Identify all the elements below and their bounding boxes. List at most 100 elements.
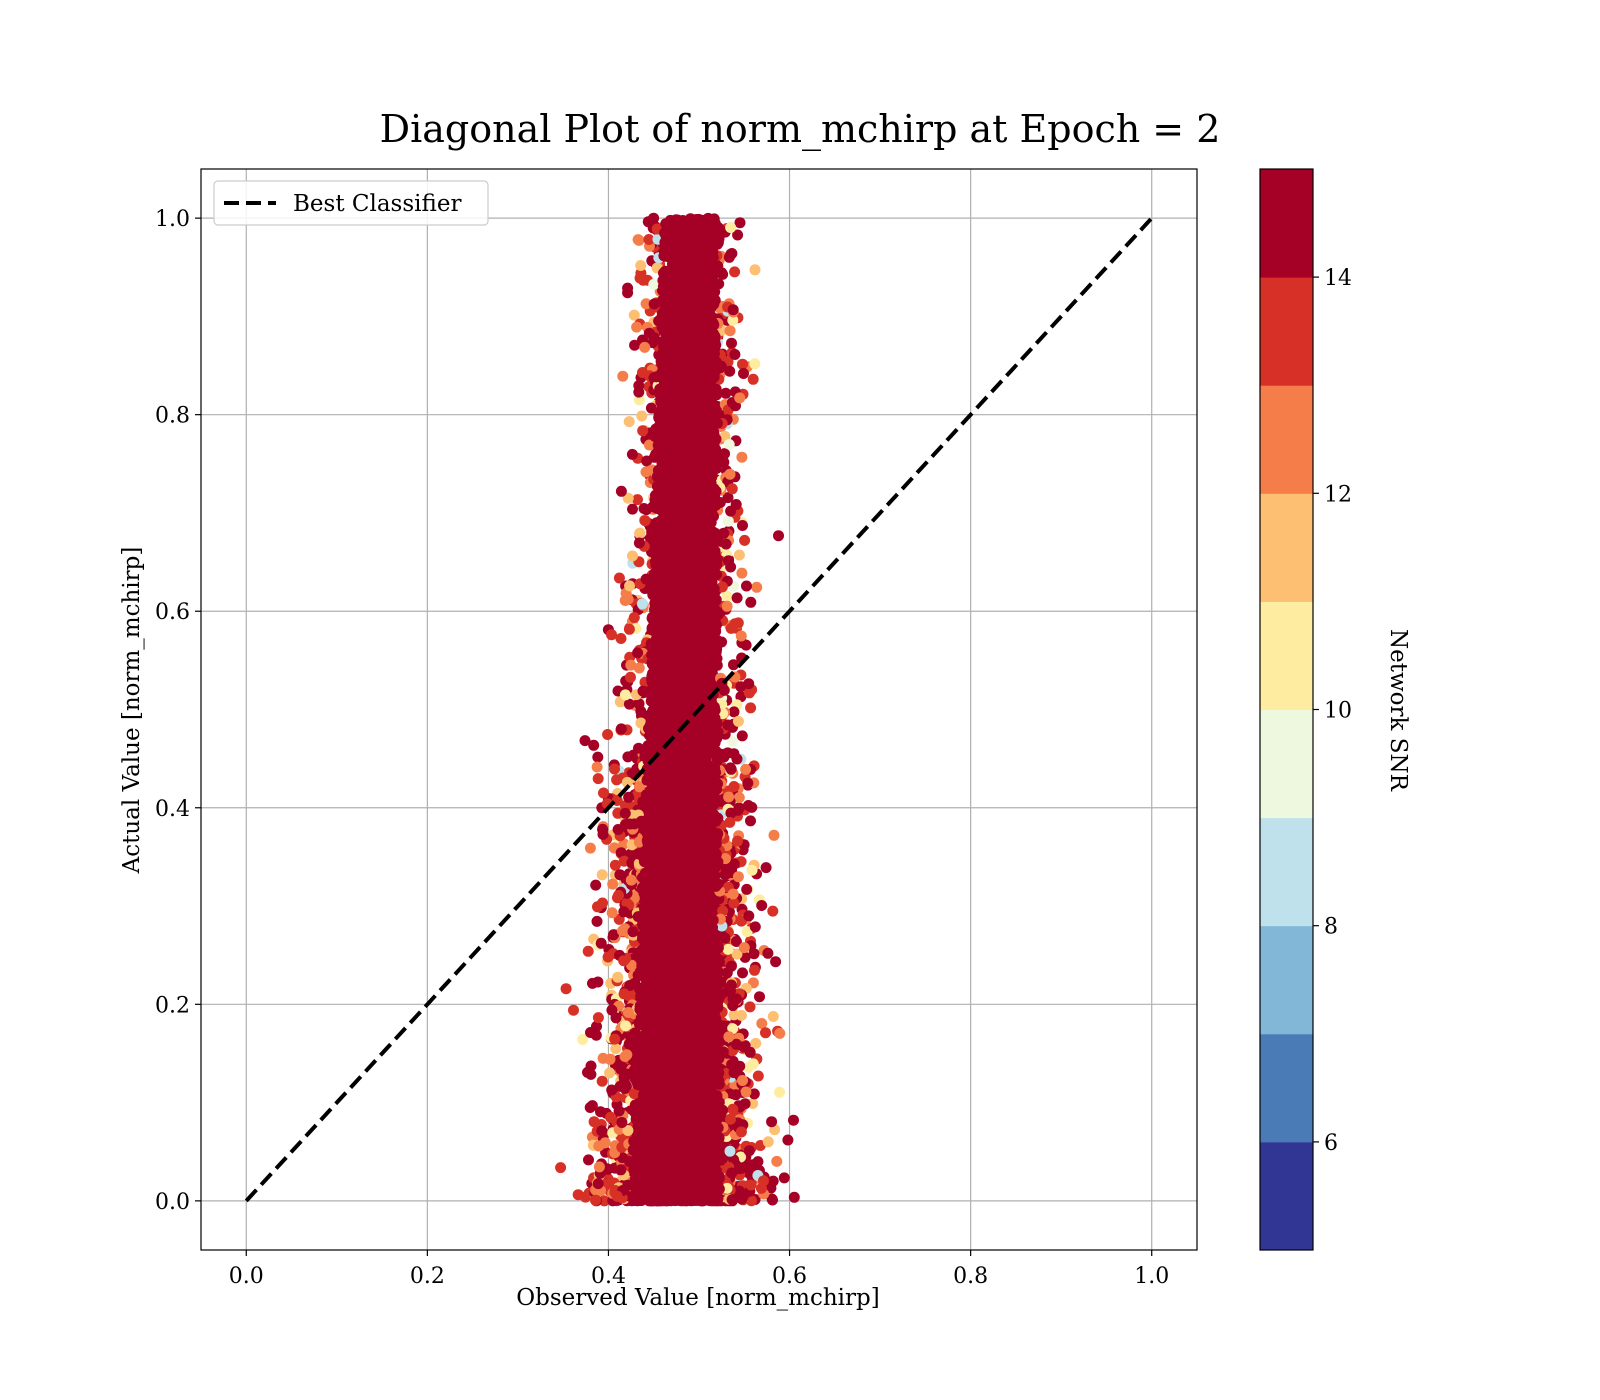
scatter-point [734,392,746,404]
scatter-point [788,1114,799,1126]
scatter-point [592,751,604,763]
scatter-point [579,735,591,747]
scatter-point [620,800,631,812]
scatter-point [598,1195,610,1207]
scatter-point [607,878,619,890]
scatter-point [751,581,763,593]
scatter-point [738,942,750,954]
scatter-point [608,929,619,941]
scatter-point [729,349,741,360]
scatter-point [733,802,745,814]
scatter-point [628,309,640,321]
scatter-point [720,387,732,399]
scatter-point [560,983,572,995]
scatter-point [568,1004,579,1016]
scatter-point [737,967,748,979]
scatter-point [736,451,748,463]
scatter-point [637,367,648,378]
scatter-point [597,897,608,909]
scatter-point [590,879,602,891]
scatter-point [741,580,752,592]
scatter-point [733,792,745,804]
scatter-point [577,1034,589,1045]
scatter-point [729,266,741,278]
scatter-point [610,1043,622,1055]
scatter-point [623,623,635,635]
scatter-point [750,1037,762,1049]
scatter-point [623,698,635,710]
scatter-point [587,977,598,989]
scatter-point [739,534,751,546]
scatter-point [740,763,752,775]
scatter-point [726,337,737,349]
scatter-point [756,900,768,911]
scatter-point [609,859,621,871]
scatter-point [728,781,740,792]
scatter-point [741,926,753,938]
scatter-point [788,1191,800,1203]
scatter-point [613,572,625,584]
scatter-point [728,659,739,671]
scatter-point [721,590,733,602]
scatter-point [634,527,646,539]
scatter-point [583,1154,594,1166]
scatter-point [617,370,629,382]
scatter-point [596,869,608,881]
scatter-point [596,1075,608,1087]
scatter-point [626,448,638,460]
scatter-point [737,520,748,531]
scatter-point [633,234,645,246]
scatter-point [754,991,765,1003]
scatter-point [622,751,634,763]
chart-title: Diagonal Plot of norm_mchirp at Epoch = … [380,107,1221,152]
scatter-point [736,567,748,579]
scatter-point [602,729,614,740]
scatter-point [728,748,740,760]
scatter-point [762,947,774,959]
scatter-point [767,1011,779,1022]
scatter-point [749,358,761,370]
scatter-point [722,515,734,527]
scatter-point [640,298,652,310]
scatter-point [762,1136,774,1148]
scatter-point [615,723,627,735]
scatter-point [782,1134,794,1146]
scatter-point [771,1155,783,1167]
scatter-point [731,948,743,960]
scatter-point [756,1018,768,1029]
scatter-point [730,936,742,947]
scatter-point [742,777,754,789]
scatter-point [582,945,594,957]
scatter-point [747,1159,759,1171]
scatter-point [636,410,648,422]
scatter-point [629,339,641,351]
scatter-point [633,662,645,674]
scatter-point [632,494,643,506]
scatter-point [748,1088,760,1100]
scatter-point [624,580,636,592]
scatter-point [590,1029,602,1041]
scatter-points [555,212,800,1207]
scatter-point [745,1195,757,1207]
plot-area: 0.0 0.2 0.4 0.6 0.8 1.0 0.00.20.40.60.81.0 [155,168,1198,1289]
scatter-point [604,1067,616,1079]
scatter-point [634,781,645,793]
scatter-point [604,1053,616,1065]
scatter-point [625,671,636,683]
scatter-point [635,260,647,271]
scatter-point [745,702,757,714]
scatter-point [774,1086,785,1098]
scatter-point [745,815,756,827]
scatter-point [728,706,740,718]
scatter-point [724,325,736,337]
scatter-point [722,492,734,504]
scatter-point [766,1193,778,1205]
scatter-point [731,592,743,604]
scatter-point [734,217,746,229]
scatter-point [591,915,603,927]
scatter-point [767,1175,779,1187]
scatter-point [737,358,748,370]
scatter-point [767,905,779,917]
scatter-point [588,739,600,751]
